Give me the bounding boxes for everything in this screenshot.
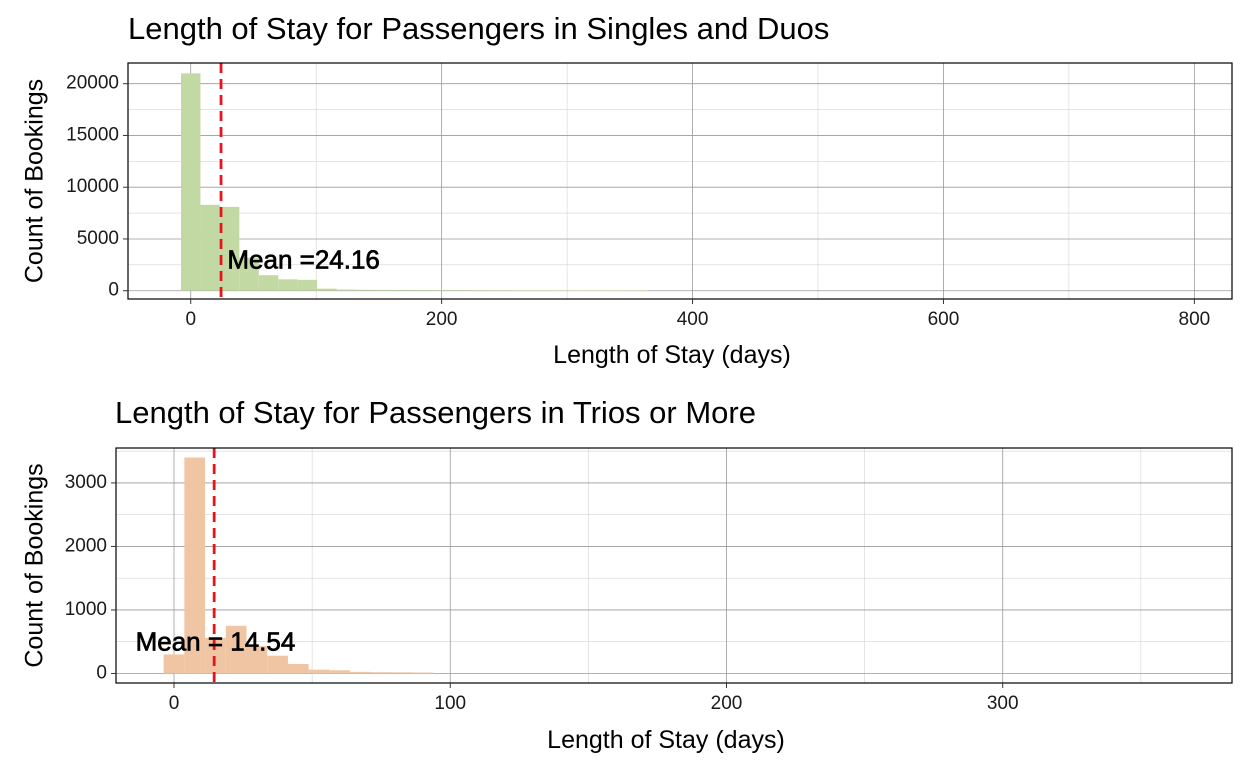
y-tick-label: 5000: [77, 228, 119, 249]
y-tick-label: 3000: [65, 472, 107, 493]
x-tick-label: 200: [426, 309, 458, 330]
x-tick-label: 200: [711, 693, 743, 714]
x-tick-label: 800: [1179, 309, 1211, 330]
histogram-bar: [329, 670, 351, 674]
histogram-bar: [550, 290, 570, 291]
y-tick-label: 15000: [66, 124, 119, 145]
histogram-bar: [163, 654, 185, 674]
histogram-bar: [308, 669, 330, 674]
histogram-bar: [589, 290, 609, 292]
histogram-bar: [184, 457, 206, 674]
y-tick-label: 0: [108, 280, 119, 301]
y-axis-title: Count of Bookings: [21, 463, 49, 667]
y-tick-label: 1000: [65, 599, 107, 620]
chart-panel-2: Length of Stay for Passengers in Trios o…: [21, 395, 1233, 754]
histogram-bar: [492, 290, 512, 291]
histogram-bar: [433, 290, 454, 291]
histogram-bar: [356, 289, 376, 291]
histogram-bar: [205, 637, 226, 674]
x-tick-label: 100: [434, 693, 466, 714]
histogram-bar: [453, 290, 473, 291]
mean-annotation: Mean =24.16: [227, 245, 380, 275]
histogram-bar: [391, 672, 413, 674]
x-tick-label: 600: [928, 309, 960, 330]
x-tick-label: 300: [987, 693, 1019, 714]
histogram-bar: [628, 290, 648, 292]
histogram-bar: [375, 289, 395, 291]
histogram-bar: [239, 257, 259, 291]
x-tick-label: 0: [185, 309, 196, 330]
chart-title: Length of Stay for Passengers in Singles…: [128, 11, 829, 46]
plot-panel: [127, 62, 1233, 300]
x-tick-label: 400: [677, 309, 709, 330]
histogram-bar: [336, 289, 357, 291]
histogram-bar: [531, 290, 551, 291]
histogram-bar: [414, 290, 434, 291]
histogram-bar: [278, 279, 298, 291]
y-tick-label: 20000: [66, 73, 119, 94]
histogram-bar: [370, 672, 392, 674]
histogram-bar: [267, 655, 288, 674]
histogram-bar: [200, 204, 220, 291]
x-tick-label: 0: [169, 693, 180, 714]
histogram-bar: [608, 290, 629, 292]
histogram-bar: [511, 290, 532, 291]
histogram-bar: [225, 625, 247, 674]
chart-panel-1: Length of Stay for Passengers in Singles…: [21, 11, 1233, 369]
x-axis-title: Length of Stay (days): [553, 341, 791, 369]
mean-annotation: Mean = 14.54: [136, 626, 296, 656]
histogram-bar: [472, 290, 493, 291]
histogram-bar: [287, 663, 309, 674]
histogram-bar: [258, 275, 279, 291]
histogram-bar: [412, 672, 433, 674]
y-tick-label: 10000: [66, 176, 119, 197]
histogram-bar: [181, 73, 201, 291]
histogram-bar: [317, 288, 337, 291]
plot-panel: [115, 447, 1233, 684]
histogram-bar: [297, 279, 318, 291]
histogram-bar: [246, 646, 268, 674]
y-axis-title: Count of Bookings: [21, 79, 49, 283]
histogram-bar: [569, 290, 590, 291]
histogram-bar: [394, 289, 415, 291]
y-tick-label: 2000: [65, 535, 107, 556]
y-tick-label: 0: [96, 662, 107, 683]
histogram-bar: [350, 671, 371, 674]
x-axis-title: Length of Stay (days): [547, 726, 785, 754]
chart-title: Length of Stay for Passengers in Trios o…: [115, 395, 756, 430]
histogram-bar: [219, 206, 240, 291]
